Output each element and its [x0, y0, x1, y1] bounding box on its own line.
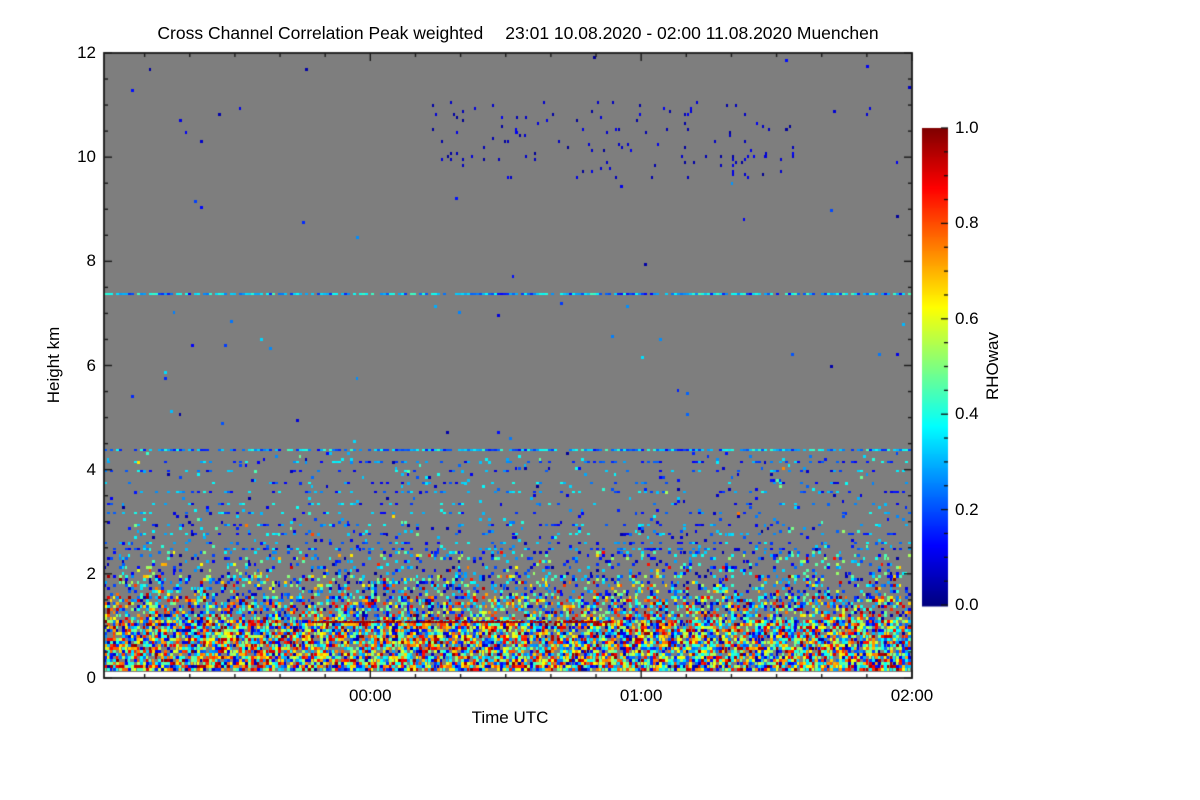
colorbar-tick-label: 0.2 [955, 499, 979, 519]
y-tick-label: 6 [86, 355, 96, 375]
y-tick-label: 4 [86, 459, 96, 479]
chart-title: Cross Channel Correlation Peak weighted 2… [100, 23, 936, 44]
colorbar-tick-label: 0.6 [955, 308, 979, 328]
y-tick-label: 8 [86, 251, 96, 271]
chart-title-period: 23:01 10.08.2020 - 02:00 11.08.2020 Muen… [505, 23, 879, 43]
colorbar-tick-label: 1.0 [955, 118, 979, 137]
chart-title-text: Cross Channel Correlation Peak weighted [157, 23, 484, 43]
colorbar-tick-label: 0.4 [955, 404, 979, 424]
colorbar-tick-label: 0.0 [955, 595, 979, 614]
x-tick-label: 02:00 [890, 686, 934, 705]
colorbar-tick-label: 0.8 [955, 213, 979, 233]
y-tick-label: 2 [86, 563, 96, 583]
y-tick-label: 0 [86, 668, 96, 687]
x-tick-label: 00:00 [349, 686, 392, 705]
y-tick-label: 12 [77, 43, 96, 62]
x-tick-label: 01:00 [619, 686, 663, 705]
y-tick-label: 10 [77, 147, 96, 167]
x-axis-label: Time UTC [471, 708, 549, 727]
